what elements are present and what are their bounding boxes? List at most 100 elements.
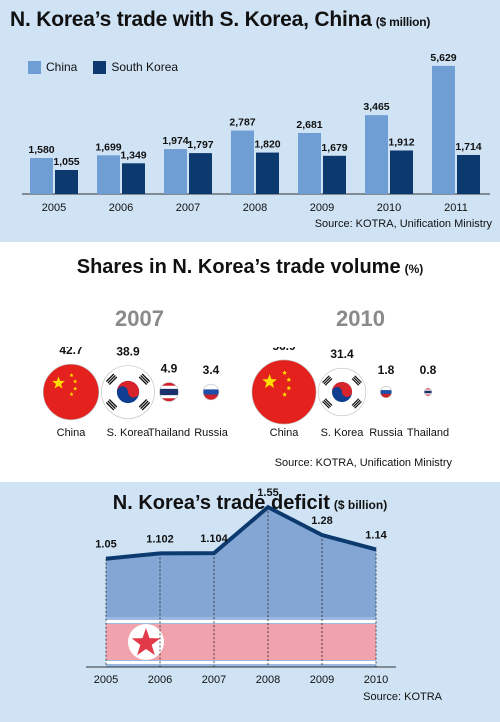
bar-south-korea-2009 [323,155,346,194]
bar-china-2010 [365,115,388,194]
share-year-2010: 2010 [336,306,385,331]
deficit-line [105,504,377,561]
chart3-source: Source: KOTRA [363,691,442,703]
share-label-2007-s-korea: S. Korea [107,427,151,439]
chart3-unit: ($ billion) [333,498,388,512]
star-icon [73,379,78,384]
bar-south-korea-2008 [256,152,279,194]
trade-china-skorea-panel: N. Korea’s trade with S. Korea, China ($ … [0,0,500,242]
star-icon [286,377,292,382]
bar-label-south-korea-2005: 1,055 [53,156,79,168]
share-value-2010-china: 56.9 [272,347,296,353]
russia-flag [379,385,393,399]
chart3-title: N. Korea’s trade deficit ($ billion) [112,492,388,514]
deficit-label-2008: 1.55 [257,487,278,499]
x-tick-2010: 2010 [364,674,388,686]
thailand-flag [159,382,179,402]
bar-south-korea-2011 [457,154,480,194]
deficit-label-2010: 1.14 [365,529,387,541]
russia-flag [202,383,220,401]
bar-label-south-korea-2011: 1,714 [455,141,481,153]
legend-swatch-south-korea [93,60,107,74]
x-tick-2006: 2006 [148,674,172,686]
legend-swatch-china [28,60,41,74]
chart1-title: N. Korea’s trade with S. Korea, China ($ … [10,8,431,31]
share-label-2010-s-korea: S. Korea [321,427,365,439]
bar-south-korea-2006 [122,163,145,194]
legend-item-china: China [28,60,77,74]
bar-label-china-2005: 1,580 [28,144,54,156]
chart1-legend: China South Korea [28,60,178,74]
star-icon [73,386,78,391]
star-icon [131,628,161,656]
china-flag [251,359,317,425]
share-value-2007-thailand: 4.9 [161,362,178,376]
star-icon [52,376,65,389]
bar-south-korea-2005 [55,169,78,194]
share-value-2007-s-korea: 38.9 [116,347,140,358]
bar-label-south-korea-2007: 1,797 [187,139,213,151]
bar-label-china-2007: 1,974 [162,135,188,147]
star-icon [282,392,288,397]
bar-label-south-korea-2010: 1,912 [388,136,414,148]
x-tick-2010: 2010 [377,202,401,214]
share-label-2010-russia: Russia [369,427,404,439]
star-icon [69,373,74,378]
share-value-2010-russia: 1.8 [378,363,395,377]
bar-china-2008 [231,130,254,194]
deficit-label-2007: 1.104 [200,533,228,545]
x-tick-2008: 2008 [256,674,280,686]
deficit-label-2009: 1.28 [311,515,332,527]
trade-shares-panel: Shares in N. Korea’s trade volume (%) 200… [0,242,500,482]
bar-south-korea-2010 [390,150,413,194]
thailand-flag [423,387,433,397]
share-value-2010-s-korea: 31.4 [330,347,354,361]
chart2-source: Source: KOTRA, Unification Ministry [274,457,452,469]
share-value-2010-thailand: 0.8 [420,363,437,377]
x-tick-2007: 2007 [176,202,200,214]
share-value-2007-china: 42.7 [59,347,83,357]
x-tick-2009: 2009 [310,674,334,686]
deficit-label-2006: 1.102 [146,533,174,545]
share-label-2007-thailand: Thailand [148,427,190,439]
x-tick-2006: 2006 [109,202,133,214]
star-icon [69,392,74,397]
bar-label-china-2011: 5,629 [430,52,456,64]
chart2-title: Shares in N. Korea’s trade volume (%) [76,256,424,278]
chart2-unit: (%) [404,262,424,276]
shares-svg: 42.7 China 38.9 S. Korea 4.9 Thailand 3.4 Russi… [42,347,449,439]
china-flag [42,363,100,421]
south-korea-flag [317,367,367,417]
share-year-2007: 2007 [115,306,164,331]
x-tick-2009: 2009 [310,202,334,214]
deficit-area [106,507,376,617]
chart1-source: Source: KOTRA, Unification Ministry [314,218,492,230]
south-korea-flag [101,365,155,419]
chart3-plot: 1.05 2005 1.102 2006 1.104 2007 1.55 2008 1.28 20… [86,487,396,686]
bar-china-2005 [30,158,53,194]
x-tick-2005: 2005 [94,674,118,686]
bar-label-china-2009: 2,681 [296,119,322,131]
x-tick-2011: 2011 [444,202,468,214]
star-icon [282,370,288,375]
bar-china-2009 [298,132,321,194]
chart1-unit: ($ million) [375,15,431,29]
bar-china-2011 [432,65,455,194]
bar-label-south-korea-2006: 1,349 [120,149,146,161]
bar-china-2007 [164,149,187,194]
share-value-2007-russia: 3.4 [203,363,220,377]
deficit-label-2005: 1.05 [95,539,116,551]
bar-china-2006 [97,155,120,194]
x-tick-2008: 2008 [243,202,267,214]
bar-label-south-korea-2008: 1,820 [254,139,280,151]
bar-label-china-2006: 1,699 [95,141,121,153]
legend-label-china: China [46,60,78,74]
star-icon [286,385,292,391]
bar-label-south-korea-2009: 1,679 [321,142,347,154]
legend-item-south-korea: South Korea [93,60,178,74]
bar-label-china-2008: 2,787 [229,117,255,129]
bar-label-china-2010: 3,465 [363,101,389,113]
trade-deficit-panel: N. Korea’s trade deficit ($ billion) 1.05… [0,482,500,722]
share-label-2010-thailand: Thailand [407,427,449,439]
